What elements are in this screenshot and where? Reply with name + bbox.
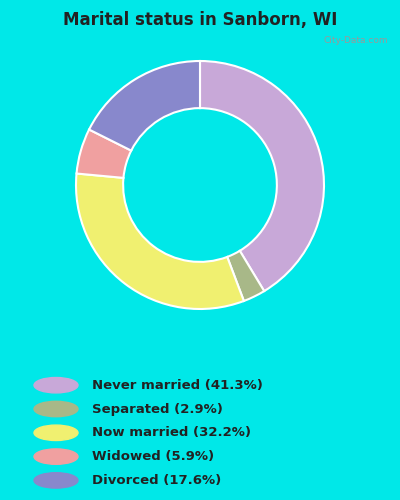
Text: Separated (2.9%): Separated (2.9%) bbox=[92, 402, 223, 415]
Text: Divorced (17.6%): Divorced (17.6%) bbox=[92, 474, 221, 487]
Wedge shape bbox=[227, 251, 264, 301]
Wedge shape bbox=[76, 130, 131, 178]
Wedge shape bbox=[200, 61, 324, 291]
Wedge shape bbox=[76, 174, 244, 309]
Circle shape bbox=[34, 449, 78, 464]
Circle shape bbox=[34, 472, 78, 488]
Text: Now married (32.2%): Now married (32.2%) bbox=[92, 426, 251, 440]
Text: Widowed (5.9%): Widowed (5.9%) bbox=[92, 450, 214, 463]
Text: Marital status in Sanborn, WI: Marital status in Sanborn, WI bbox=[63, 11, 337, 29]
Wedge shape bbox=[89, 61, 200, 150]
Circle shape bbox=[34, 378, 78, 393]
Text: Never married (41.3%): Never married (41.3%) bbox=[92, 378, 263, 392]
Text: City-Data.com: City-Data.com bbox=[323, 36, 388, 45]
Circle shape bbox=[34, 425, 78, 440]
Circle shape bbox=[34, 402, 78, 416]
